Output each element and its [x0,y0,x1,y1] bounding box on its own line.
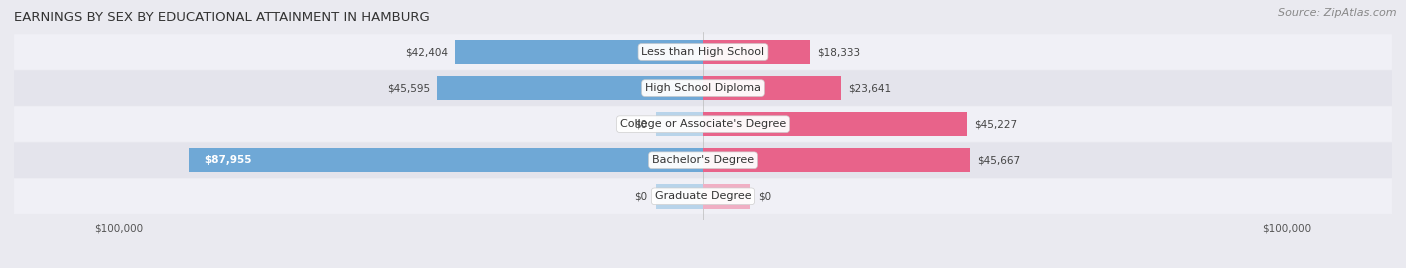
Bar [657,112,703,136]
FancyBboxPatch shape [14,179,1392,214]
Bar [657,184,703,209]
Text: High School Diploma: High School Diploma [645,83,761,93]
Bar [190,148,703,173]
Bar [703,40,810,64]
Text: $45,227: $45,227 [974,119,1017,129]
Text: $87,955: $87,955 [204,155,252,165]
Text: College or Associate's Degree: College or Associate's Degree [620,119,786,129]
Bar [703,184,749,209]
Text: $23,641: $23,641 [848,83,891,93]
Bar [703,148,970,173]
Text: $18,333: $18,333 [817,47,860,57]
Bar [456,40,703,64]
FancyBboxPatch shape [14,70,1392,106]
FancyBboxPatch shape [14,34,1392,70]
FancyBboxPatch shape [14,106,1392,142]
Text: Bachelor's Degree: Bachelor's Degree [652,155,754,165]
Text: $0: $0 [634,119,648,129]
FancyBboxPatch shape [14,143,1392,178]
Text: Source: ZipAtlas.com: Source: ZipAtlas.com [1278,8,1396,18]
Text: Graduate Degree: Graduate Degree [655,191,751,201]
Text: $45,595: $45,595 [387,83,430,93]
Bar [703,112,967,136]
Text: EARNINGS BY SEX BY EDUCATIONAL ATTAINMENT IN HAMBURG: EARNINGS BY SEX BY EDUCATIONAL ATTAINMEN… [14,11,430,24]
Text: $0: $0 [634,191,648,201]
Text: $45,667: $45,667 [977,155,1019,165]
Text: $0: $0 [758,191,772,201]
Text: $42,404: $42,404 [405,47,449,57]
Bar [703,76,841,100]
Text: Less than High School: Less than High School [641,47,765,57]
Bar [437,76,703,100]
